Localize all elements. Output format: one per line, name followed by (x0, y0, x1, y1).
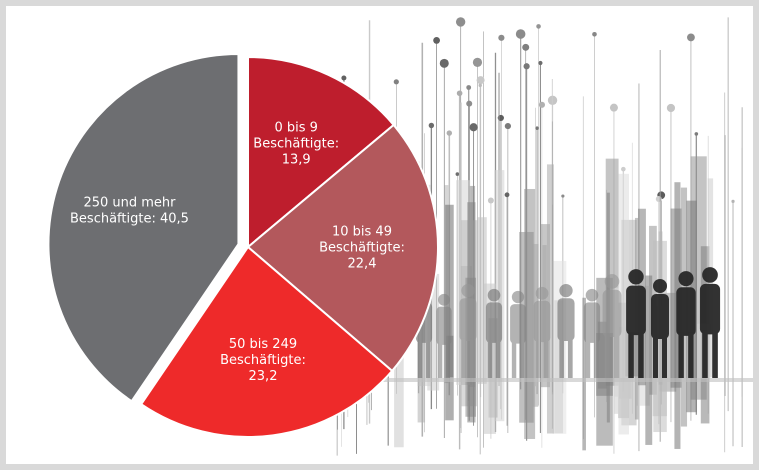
pie-chart-figure: 0 bis 9 Beschäftigte: 13,9 10 bis 49 Beschäf… (47, 17, 753, 456)
slice-label-4: 250 und mehr Beschäftigte: 40,5 (70, 196, 189, 227)
slice-labels: 0 bis 9 Beschäftigte: 13,9 10 bis 49 Beschäf… (70, 121, 405, 384)
pie-slice-4 (47, 53, 240, 403)
pie-slice-2 (246, 123, 439, 373)
slice-label-3: 50 bis 249 Beschäftigte: 23,2 (220, 337, 306, 384)
slice-label-2: 10 bis 49 Beschäftigte: 22,4 (319, 225, 405, 272)
slice-label-1: 0 bis 9 Beschäftigte: 13,9 (253, 121, 339, 168)
pie-slice-3 (139, 245, 394, 438)
pie-slice-1 (247, 55, 396, 250)
pie-chart (47, 53, 439, 438)
figure-frame: 0 bis 9 Beschäftigte: 13,9 10 bis 49 Beschäf… (6, 6, 753, 464)
